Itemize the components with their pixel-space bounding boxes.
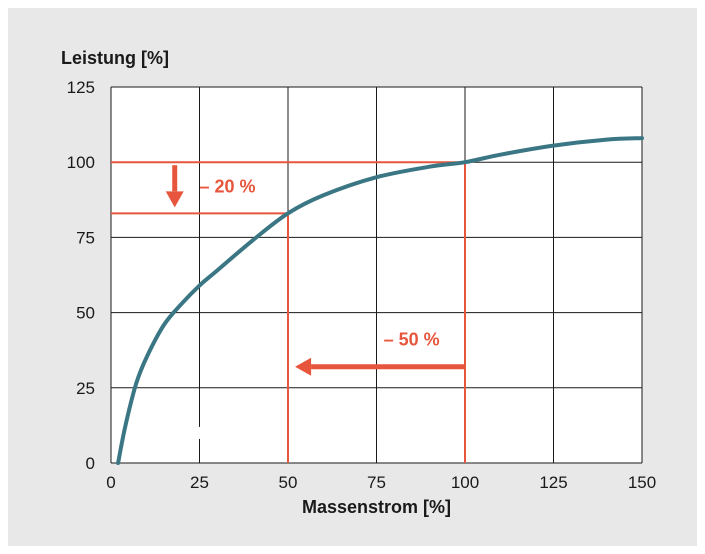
y-tick-label-100: 100 — [67, 153, 95, 172]
x-tick-label-75: 75 — [367, 473, 386, 492]
y-tick-label-25: 25 — [76, 379, 95, 398]
series-curve — [116, 136, 644, 465]
x-axis-title: Massenstrom [%] — [302, 497, 451, 517]
y-tick-label-50: 50 — [76, 304, 95, 323]
annotations: – 20 % – 50 % — [165, 165, 465, 376]
annotation-arrow-head-1 — [295, 357, 312, 376]
x-tick-label-125: 125 — [539, 473, 567, 492]
annotation-arrow-head-0 — [165, 191, 184, 208]
annotation-label-0: – 20 % — [200, 176, 256, 196]
x-tick-label-50: 50 — [279, 473, 298, 492]
y-axis-title: Leistung [%] — [61, 48, 169, 68]
y-tick-label-125: 125 — [67, 78, 95, 97]
annotation-label-1: – 50 % — [384, 330, 440, 350]
y-tick-label-0: 0 — [86, 454, 95, 473]
chart-svg: 0 25 50 75 100 125 150 0 25 50 75 100 125 – 20 % – 5… — [61, 48, 656, 517]
chart-panel: 0 25 50 75 100 125 150 0 25 50 75 100 125 – 20 % – 5… — [8, 8, 697, 546]
x-tick-label-100: 100 — [451, 473, 479, 492]
y-tick-labels: 0 25 50 75 100 125 — [67, 78, 95, 473]
x-tick-label-25: 25 — [190, 473, 209, 492]
grid-gap — [197, 426, 202, 439]
x-tick-label-150: 150 — [628, 473, 656, 492]
x-tick-label-0: 0 — [106, 473, 115, 492]
x-tick-labels: 0 25 50 75 100 125 150 — [106, 473, 656, 492]
reference-lines — [111, 161, 466, 463]
y-tick-label-75: 75 — [76, 228, 95, 247]
